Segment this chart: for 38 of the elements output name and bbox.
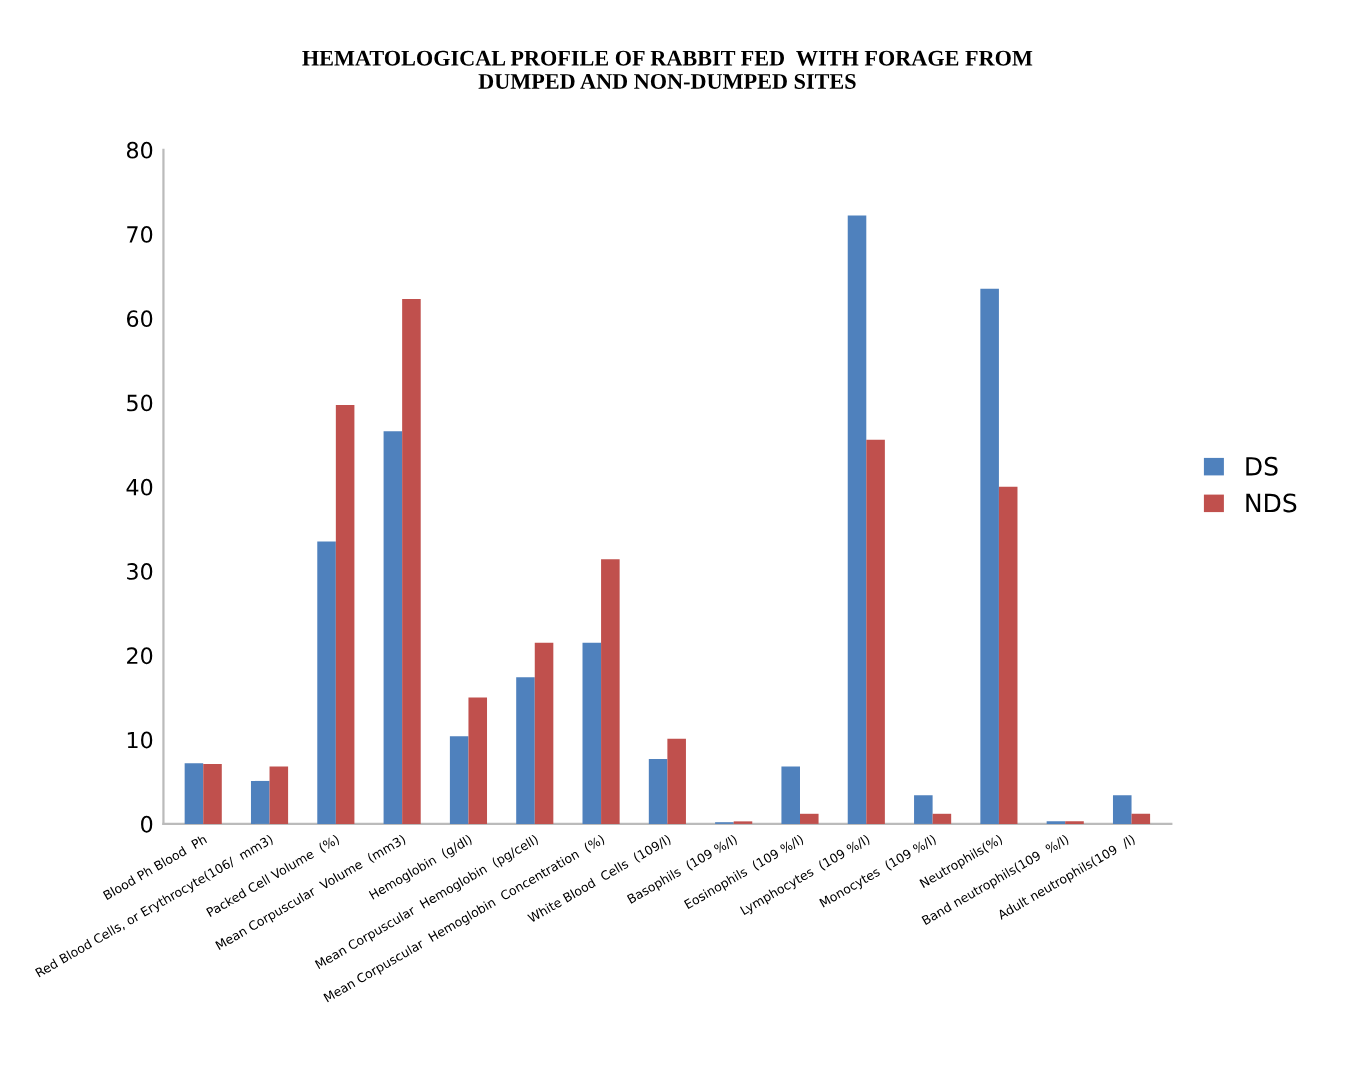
bar [269, 766, 289, 824]
bar [866, 439, 885, 824]
bar [781, 766, 800, 824]
y-tick-label: 40 [126, 478, 153, 496]
bar [534, 642, 554, 824]
y-tick-label: 20 [127, 647, 153, 665]
bar [383, 431, 403, 824]
bar [516, 677, 535, 824]
legend-label: NDS [1246, 493, 1297, 513]
bar [800, 813, 819, 824]
bar [847, 215, 867, 824]
bar [648, 759, 668, 824]
y-tick-label: 30 [127, 563, 153, 580]
bar [932, 813, 952, 824]
bar [317, 541, 336, 824]
legend-label: DS [1246, 456, 1278, 476]
y-tick-label: 0 [141, 815, 153, 833]
y-tick-label: 70 [127, 226, 153, 243]
bar [601, 559, 620, 824]
chart-title: HEMATOLOGICAL PROFILE OF RABBIT FED WITH FORAGE FROM DUMPED AND NON-DUMPED SITES [302, 50, 1033, 89]
bar [203, 764, 222, 824]
bar [250, 780, 270, 824]
bar [449, 736, 469, 824]
bar [335, 405, 355, 824]
bar [914, 795, 933, 824]
bar [998, 486, 1018, 824]
bar [468, 697, 488, 824]
y-tick-label: 10 [127, 731, 153, 749]
bar [184, 763, 204, 824]
bar [667, 738, 686, 824]
y-tick-label: 50 [127, 394, 153, 412]
bar [402, 298, 421, 824]
bar [1112, 795, 1132, 824]
bar [582, 642, 602, 824]
bar [1131, 813, 1151, 824]
y-tick-label: 80 [126, 141, 153, 159]
bar [980, 288, 999, 824]
y-tick-label: 60 [126, 310, 153, 328]
